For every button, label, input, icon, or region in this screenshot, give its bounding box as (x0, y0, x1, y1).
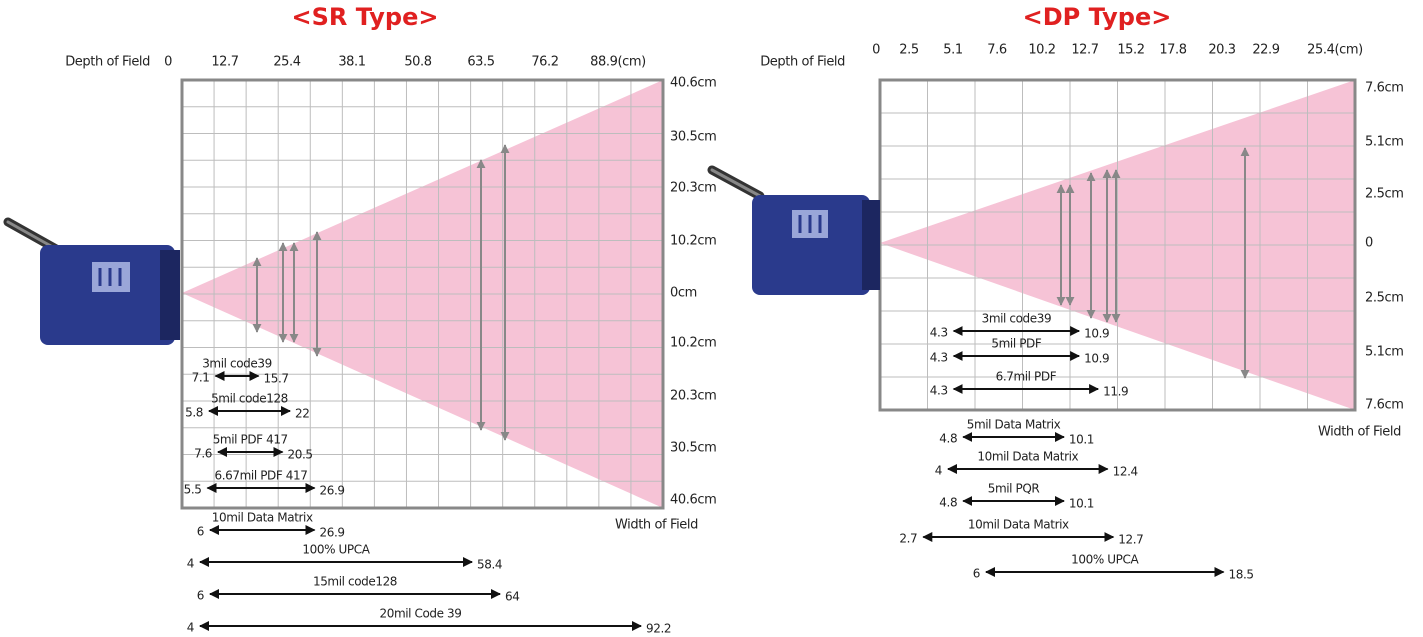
range-max: 26.9 (320, 526, 345, 540)
width-tick: 10.2cm (670, 336, 716, 351)
range-max: 92.2 (646, 622, 671, 636)
range-name: 5mil PQR (988, 482, 1040, 496)
width-tick: 7.6cm (1365, 398, 1404, 413)
range-min: 4.8 (939, 496, 957, 510)
range-max: 20.5 (288, 448, 313, 462)
grid-frame (180, 78, 665, 510)
depth-tick: 5.1 (943, 43, 963, 58)
range-max: 58.4 (477, 558, 502, 572)
depth-tick: 63.5 (467, 55, 494, 70)
width-tick: 30.5cm (670, 441, 716, 456)
depth-tick: 38.1 (338, 55, 365, 70)
width-tick: 40.6cm (670, 76, 716, 91)
range-name: 6.7mil PDF (996, 370, 1057, 384)
width-tick: 2.5cm (1365, 187, 1404, 202)
width-tick: 0 (1365, 236, 1373, 251)
range-max: 10.1 (1069, 433, 1094, 447)
range-min: 7.1 (192, 371, 210, 385)
range-name: 5mil code128 (211, 392, 288, 406)
width-label: Width of Field (1318, 425, 1401, 440)
depth-label: Depth of Field (760, 55, 845, 70)
range-max: 12.4 (1113, 465, 1138, 479)
range-max: 22 (295, 407, 309, 421)
range-max: 26.9 (320, 484, 345, 498)
depth-tick: 10.2 (1028, 43, 1055, 58)
width-tick: 5.1cm (1365, 135, 1404, 150)
range-min: 4.8 (939, 432, 957, 446)
depth-tick: 12.7 (211, 55, 238, 70)
range-max: 15.7 (264, 372, 289, 386)
range-max: 10.1 (1069, 497, 1094, 511)
range-min: 2.7 (899, 532, 917, 546)
depth-tick: 17.8 (1159, 43, 1186, 58)
range-name: 10mil Data Matrix (212, 511, 313, 525)
range-name: 15mil code128 (313, 575, 397, 589)
range-max: 10.9 (1084, 327, 1109, 341)
range-name: 5mil PDF 417 (213, 433, 288, 447)
range-min: 6 (197, 589, 204, 603)
range-max: 11.9 (1103, 385, 1128, 399)
width-tick: 20.3cm (670, 389, 716, 404)
depth-tick: 7.6 (987, 43, 1007, 58)
width-tick: 30.5cm (670, 130, 716, 145)
width-tick: 2.5cm (1365, 291, 1404, 306)
range-name: 10mil Data Matrix (977, 450, 1078, 464)
range-name: 5mil Data Matrix (967, 418, 1061, 432)
range-min: 4 (187, 557, 194, 571)
range-name: 10mil Data Matrix (968, 518, 1069, 532)
dp-scanner (707, 165, 880, 295)
range-name: 3mil code39 (982, 312, 1052, 326)
range-name: 6.67mil PDF 417 (215, 469, 308, 483)
depth-tick: 15.2 (1117, 43, 1144, 58)
width-tick: 10.2cm (670, 234, 716, 249)
width-label: Width of Field (615, 518, 698, 533)
width-tick: 40.6cm (670, 493, 716, 508)
depth-tick: 2.5 (899, 43, 919, 58)
range-max: 12.7 (1118, 533, 1143, 547)
depth-tick: 88.9(cm) (590, 55, 646, 70)
range-min: 5.5 (184, 483, 202, 497)
depth-tick: 20.3 (1208, 43, 1235, 58)
range-min: 4.3 (930, 384, 948, 398)
width-tick: 0cm (670, 286, 697, 301)
depth-tick: 50.8 (404, 55, 431, 70)
depth-label: Depth of Field (65, 55, 150, 70)
depth-tick: 76.2 (531, 55, 558, 70)
range-name: 100% UPCA (1071, 553, 1139, 567)
range-name: 5mil PDF (991, 337, 1041, 351)
range-min: 6 (197, 525, 204, 539)
depth-tick: 0 (872, 43, 880, 58)
depth-tick: 22.9 (1252, 43, 1279, 58)
range-min: 4.3 (930, 351, 948, 365)
range-name: 100% UPCA (302, 543, 370, 557)
range-max: 18.5 (1229, 568, 1254, 582)
width-tick: 20.3cm (670, 181, 716, 196)
range-name: 20mil Code 39 (379, 607, 461, 621)
panel-title: <DP Type> (1023, 3, 1172, 31)
range-min: 4 (187, 621, 194, 635)
width-tick: 7.6cm (1365, 81, 1404, 96)
depth-tick: 12.7 (1071, 43, 1098, 58)
depth-tick: 25.4 (273, 55, 300, 70)
panel-title: <SR Type> (292, 3, 439, 31)
range-max: 64 (505, 590, 519, 604)
range-min: 4 (935, 464, 942, 478)
range-max: 10.9 (1084, 352, 1109, 366)
range-min: 5.8 (185, 406, 203, 420)
range-min: 6 (973, 567, 980, 581)
depth-tick: 0 (164, 55, 172, 70)
depth-tick: 25.4(cm) (1307, 43, 1363, 58)
range-min: 4.3 (930, 326, 948, 340)
range-name: 3mil code39 (202, 357, 272, 371)
width-tick: 5.1cm (1365, 345, 1404, 360)
sr-scanner (3, 217, 180, 345)
range-min: 7.6 (194, 447, 212, 461)
